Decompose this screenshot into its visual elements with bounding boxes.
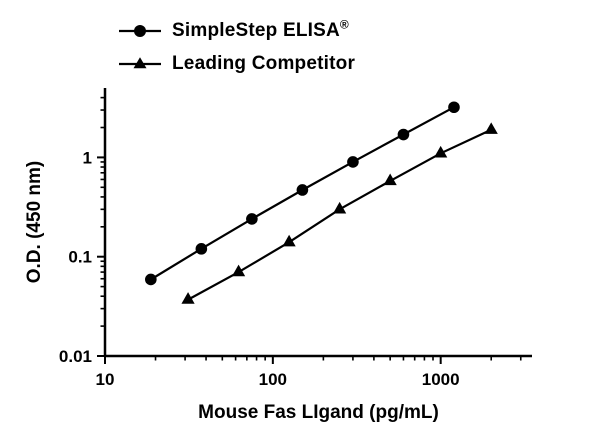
legend-item-simplestep: SimpleStep ELISA®	[118, 18, 355, 44]
data-point-triangle	[434, 145, 448, 158]
data-point-circle	[448, 101, 460, 114]
triangle-series-marker-icon	[119, 57, 161, 69]
legend-item-competitor: Leading Competitor	[118, 51, 355, 77]
registered-trademark-symbol: ®	[339, 17, 349, 32]
x-tick-label: 100	[259, 370, 287, 389]
data-point-circle	[246, 213, 258, 225]
y-tick-label: 0.01	[59, 347, 92, 366]
data-point-triangle	[181, 292, 195, 304]
legend-label-competitor-text: Leading Competitor	[172, 53, 356, 74]
data-point-triangle	[484, 122, 498, 134]
data-point-triangle	[231, 264, 246, 277]
data-point-circle	[145, 273, 157, 286]
chart-legend: SimpleStep ELISA® Leading Competitor	[118, 18, 355, 77]
x-axis-title: Mouse Fas LIgand (pg/mL)	[198, 402, 439, 423]
x-tick-label: 10	[96, 370, 115, 389]
circle-series-marker-icon	[119, 25, 161, 37]
data-point-circle	[397, 128, 410, 141]
data-point-circle	[296, 184, 309, 196]
y-axis-title: O.D. (450 nm)	[24, 161, 45, 283]
data-point-circle	[347, 156, 359, 168]
x-tick-label: 1000	[422, 370, 460, 389]
data-point-triangle	[383, 173, 397, 186]
data-point-triangle	[282, 234, 296, 247]
legend-label-simplestep-text: SimpleStep ELISA	[172, 20, 340, 41]
data-point-circle	[195, 243, 208, 255]
legend-label-simplestep: SimpleStep ELISA®	[172, 17, 349, 42]
y-tick-label: 0.1	[68, 248, 92, 267]
legend-label-competitor: Leading Competitor	[172, 53, 355, 75]
y-tick-label: 1	[83, 148, 92, 167]
data-point-triangle	[333, 201, 347, 214]
